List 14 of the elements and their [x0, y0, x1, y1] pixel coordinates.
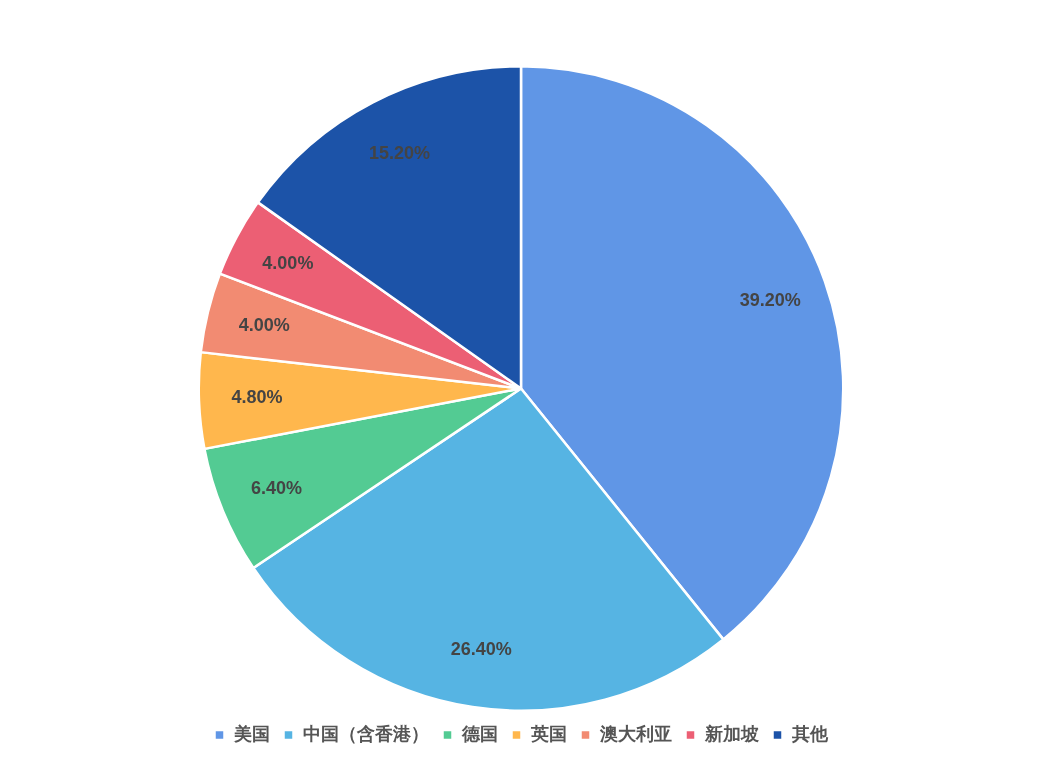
data-label: 15.20% [369, 142, 431, 163]
data-label: 26.40% [450, 638, 512, 659]
data-label: 6.40% [251, 477, 303, 498]
legend-label: 德国 [460, 722, 498, 744]
data-label: 4.00% [262, 253, 314, 274]
legend-label: 中国（含香港） [302, 722, 429, 744]
legend-label: 美国 [232, 722, 270, 744]
legend-label: 其他 [790, 722, 829, 744]
legend-label: 新加坡 [703, 722, 759, 744]
data-label: 4.00% [238, 314, 290, 335]
legend-label: 英国 [529, 722, 567, 744]
data-label: 39.20% [739, 289, 801, 310]
data-label: 4.80% [231, 387, 283, 408]
legend-label: 澳大利亚 [598, 722, 672, 744]
